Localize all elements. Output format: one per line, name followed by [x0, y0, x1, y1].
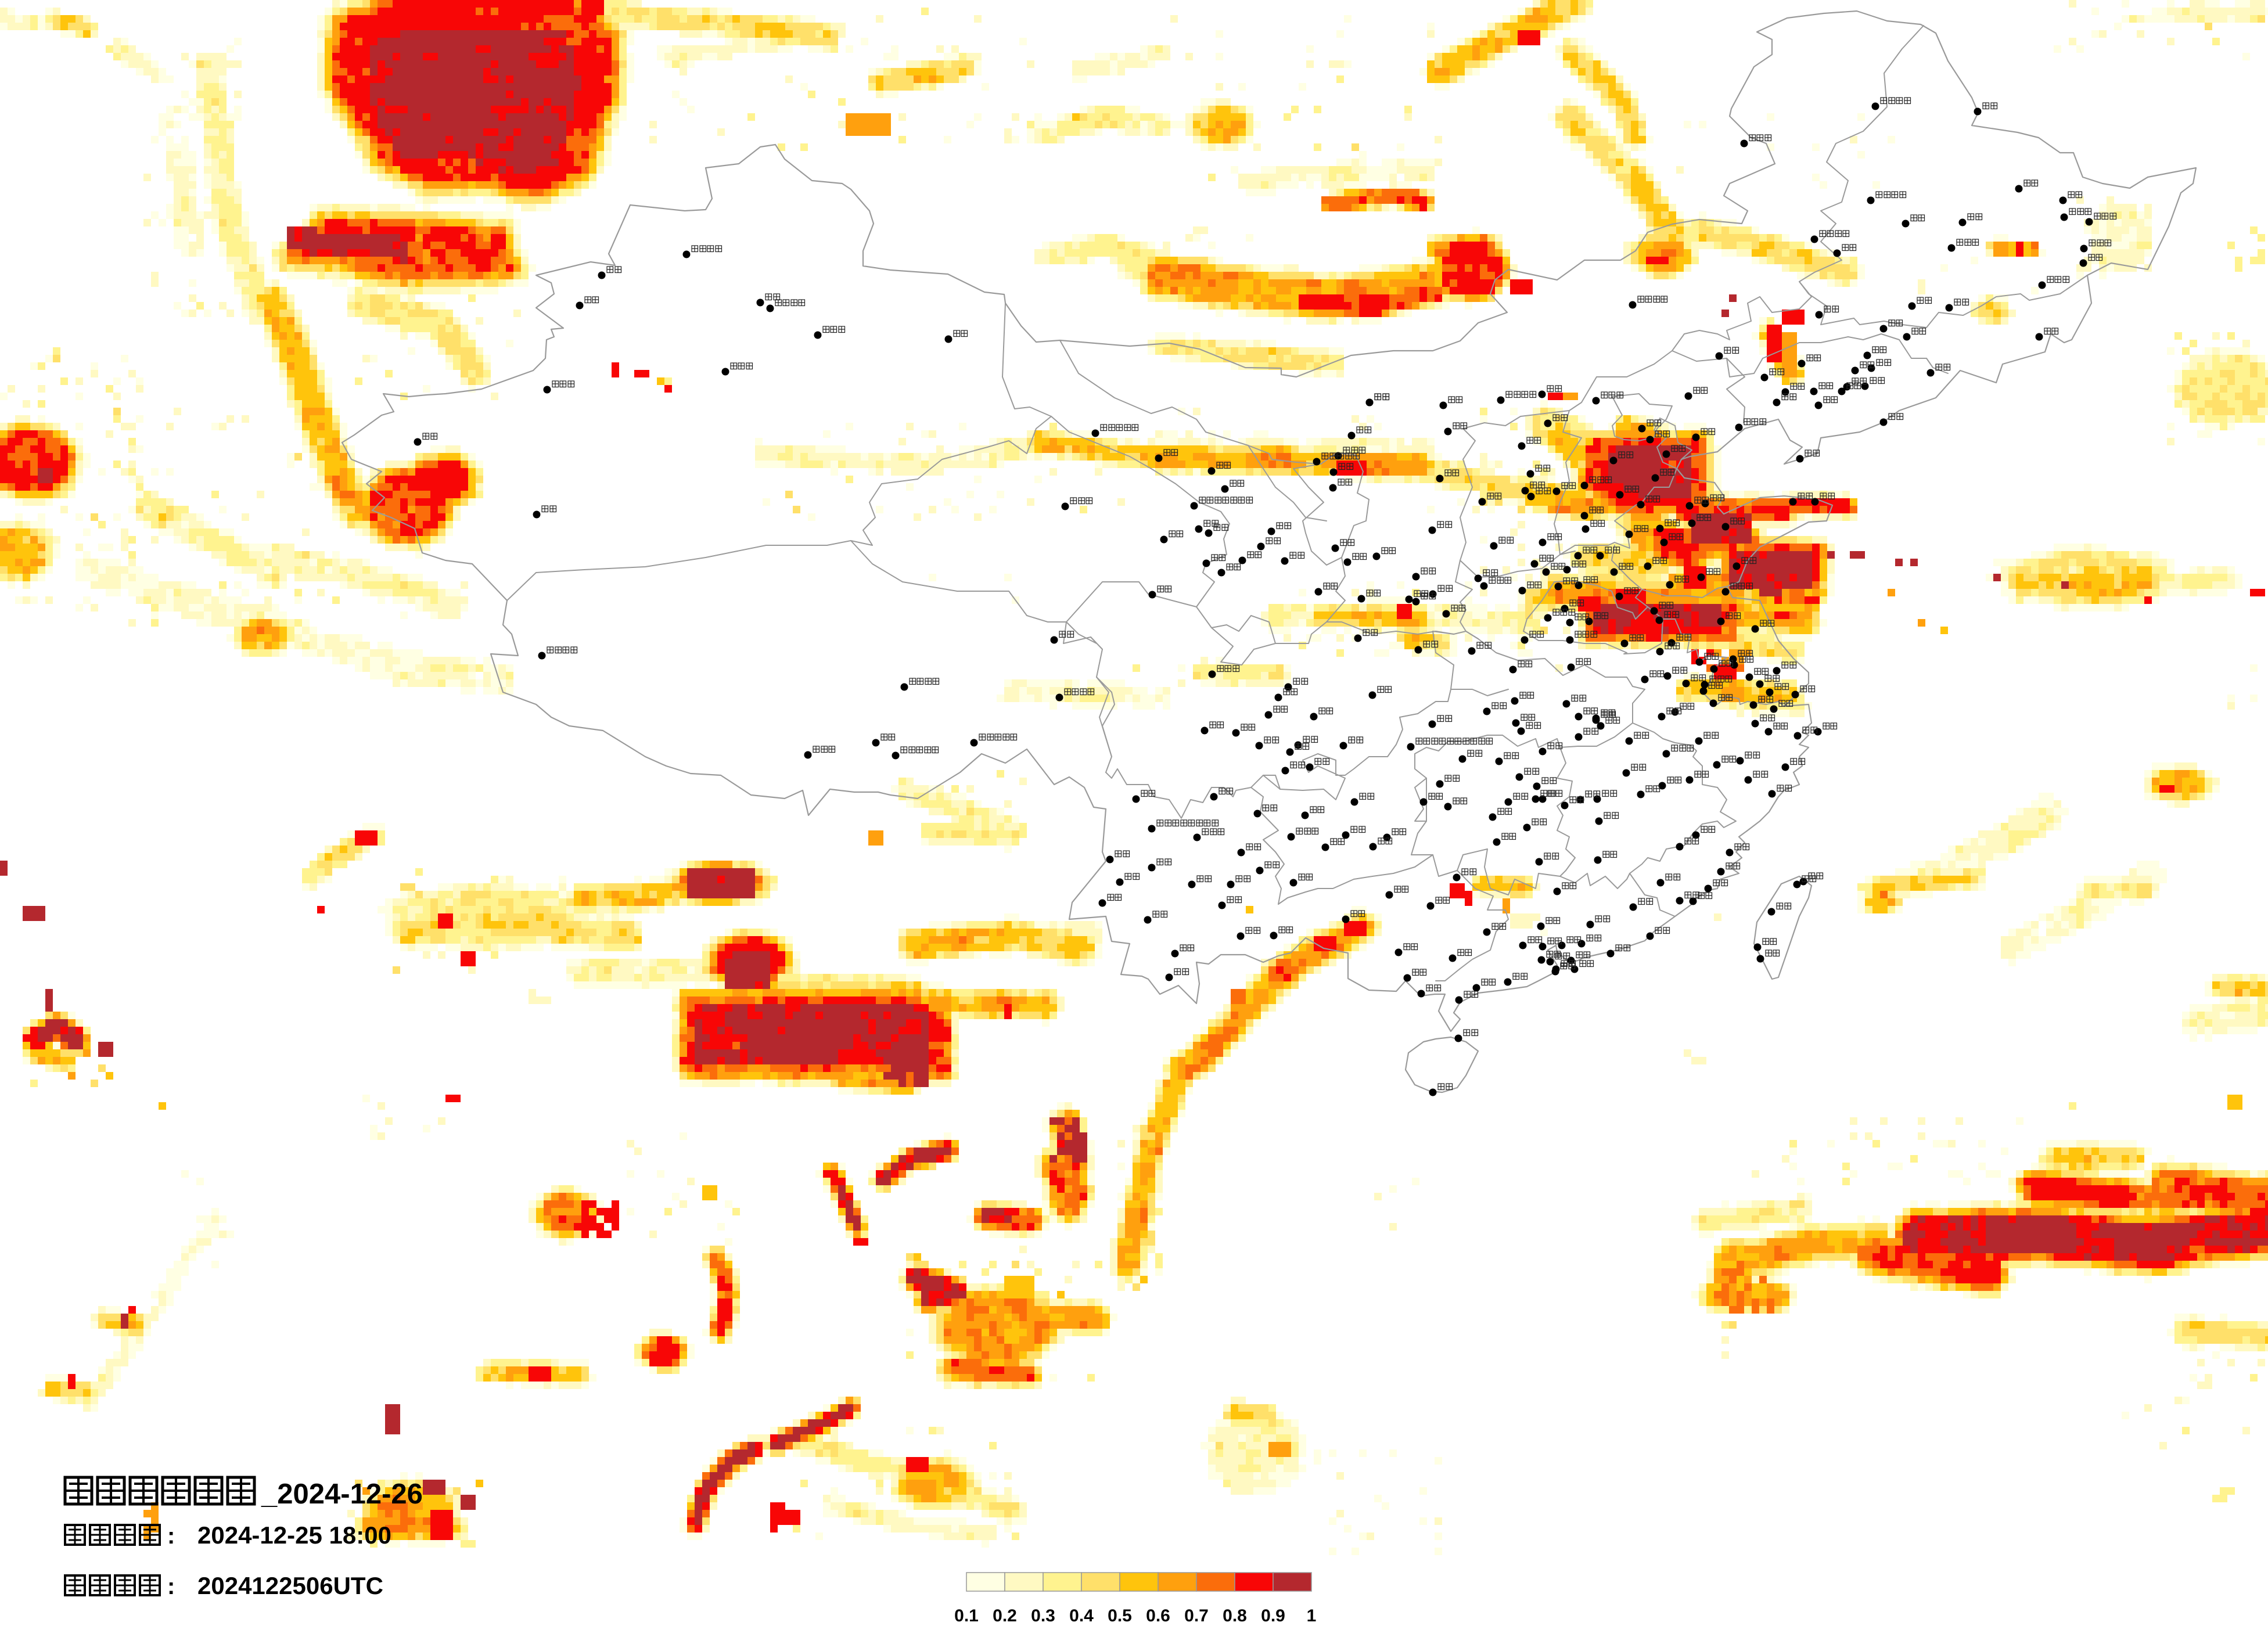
svg-text:0.5: 0.5: [1108, 1606, 1132, 1625]
svg-text:2024-12-25 18:00: 2024-12-25 18:00: [197, 1521, 391, 1549]
svg-text:0.9: 0.9: [1261, 1606, 1285, 1625]
svg-text:2024122506UTC: 2024122506UTC: [197, 1572, 383, 1599]
svg-text:1: 1: [1307, 1606, 1317, 1625]
svg-text:0.3: 0.3: [1031, 1606, 1055, 1625]
svg-text:0.2: 0.2: [993, 1606, 1017, 1625]
svg-text:_2024-12-26: _2024-12-26: [261, 1478, 423, 1510]
svg-text:0.8: 0.8: [1223, 1606, 1247, 1625]
svg-text:0.6: 0.6: [1146, 1606, 1170, 1625]
svg-text:0.4: 0.4: [1069, 1606, 1094, 1625]
svg-text:0.7: 0.7: [1184, 1606, 1209, 1625]
svg-text::: :: [167, 1523, 175, 1549]
svg-text::: :: [167, 1574, 175, 1599]
svg-text:0.1: 0.1: [954, 1606, 979, 1625]
